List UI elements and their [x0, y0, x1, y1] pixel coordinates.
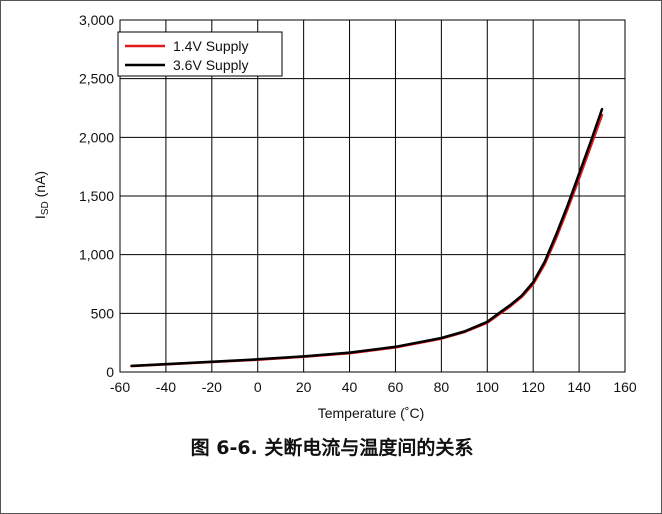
plot-area-border	[119, 19, 626, 373]
legend-box	[117, 31, 283, 77]
x-tick-label: 140	[567, 379, 591, 395]
legend: 1.4V Supply 3.6V Supply	[117, 31, 283, 77]
y-tick-label: 500	[91, 305, 115, 321]
x-tick-label: 60	[388, 379, 404, 395]
x-axis-ticks: -60 -40 -20 0 20 40 60 80 100 120 140 160	[110, 379, 637, 395]
x-tick-label: 20	[296, 379, 312, 395]
x-tick-label: 40	[342, 379, 358, 395]
series-line-3-6v	[130, 107, 604, 368]
y-axis-title-subscript: SD	[40, 201, 51, 215]
x-tick-label: 120	[522, 379, 546, 395]
y-axis-title-main: I	[32, 215, 48, 219]
x-tick-label: 160	[613, 379, 637, 395]
y-tick-label: 1,000	[79, 247, 114, 263]
series-line-1-4v	[130, 113, 604, 368]
y-tick-label: 1,500	[79, 188, 114, 204]
legend-label-1-4v: 1.4V Supply	[173, 38, 249, 54]
x-axis-title: Temperature (˚C)	[318, 405, 425, 421]
series-lines	[130, 107, 604, 368]
x-tick-label: -40	[156, 379, 176, 395]
y-axis-ticks: 0 500 1,000 1,500 2,000 2,500 3,000	[79, 12, 114, 380]
x-tick-label: -20	[202, 379, 222, 395]
y-tick-label: 2,500	[79, 71, 114, 87]
x-tick-label: -60	[110, 379, 130, 395]
x-tick-label: 80	[434, 379, 450, 395]
figure-caption: 图 6-6. 关断电流与温度间的关系	[190, 437, 474, 459]
y-tick-label: 2,000	[79, 129, 114, 145]
x-tick-label: 100	[476, 379, 500, 395]
y-tick-label: 0	[106, 364, 114, 380]
x-tick-label: 0	[254, 379, 262, 395]
isd-vs-temperature-chart: -60 -40 -20 0 20 40 60 80 100 120 140 160 0 500 1,000…	[32, 12, 637, 421]
legend-label-3-6v: 3.6V Supply	[173, 57, 249, 73]
y-axis-title-unit: (nA)	[32, 171, 48, 201]
y-tick-label: 3,000	[79, 12, 114, 28]
y-axis-title: ISD (nA)	[32, 171, 51, 219]
